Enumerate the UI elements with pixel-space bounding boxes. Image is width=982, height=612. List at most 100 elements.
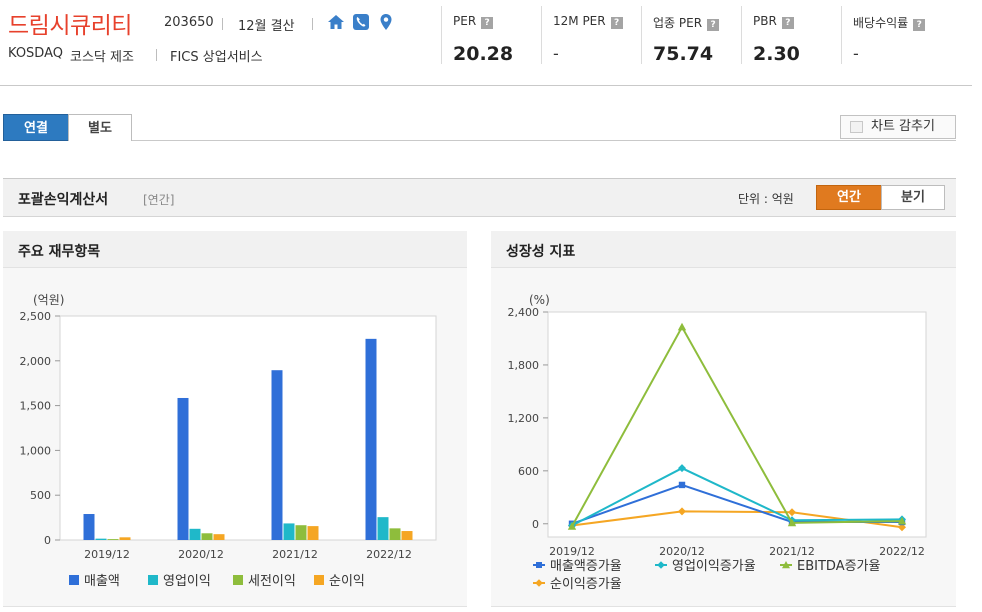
- metric-label: 업종 PER: [653, 16, 703, 30]
- series-line: [571, 467, 903, 527]
- y-tick-label: 500: [30, 489, 51, 502]
- x-tick-label: 2022/12: [366, 548, 412, 561]
- data-point: [788, 508, 796, 517]
- bar-chart: (억원) 0 500 1,000 1,500 2,000 2,500 2019/12 2020/…: [20, 293, 437, 589]
- y-tick-label: 2,500: [20, 310, 52, 323]
- legend-label: 세전이익: [248, 574, 296, 589]
- legend-swatch: [148, 575, 158, 585]
- location-pin-icon[interactable]: [377, 13, 395, 31]
- y-tick-label: 1,200: [508, 412, 540, 425]
- metric-industry-per: 업종 PER? 75.74: [641, 0, 741, 72]
- bar: [83, 514, 95, 540]
- divider: [312, 18, 313, 30]
- legend-swatch: [233, 575, 243, 585]
- company-name: 드림시큐리티: [8, 13, 132, 39]
- divider: [222, 18, 223, 30]
- bar: [201, 533, 213, 540]
- help-icon[interactable]: ?: [610, 17, 623, 29]
- divider: [441, 6, 442, 64]
- divider: [641, 6, 642, 64]
- bar: [389, 528, 401, 540]
- metric-12m-per: 12M PER? -: [541, 0, 641, 72]
- data-point: [567, 522, 577, 530]
- series-line: [571, 324, 903, 527]
- divider: [741, 6, 742, 64]
- data-point: [898, 523, 906, 532]
- metric-value: 2.30: [753, 43, 800, 65]
- y-tick-label: 1,500: [20, 400, 52, 413]
- bar: [283, 523, 295, 540]
- y-axis-unit: (%): [529, 293, 550, 307]
- legend-swatch: [69, 575, 79, 585]
- y-tick-label: 0: [532, 518, 539, 531]
- metric-label: PER: [453, 14, 477, 28]
- x-tick-label: 2020/12: [178, 548, 224, 561]
- legend-label: 매출액증가율: [550, 559, 622, 574]
- x-tick-label: 2021/12: [769, 545, 815, 558]
- legend-label: 매출액: [84, 574, 120, 589]
- metric-pbr: PBR? 2.30: [741, 0, 841, 72]
- x-tick-label: 2019/12: [84, 548, 130, 561]
- help-icon[interactable]: ?: [707, 19, 720, 31]
- y-tick-label: 1,000: [20, 444, 52, 457]
- market-sector: 코스닥 제조: [70, 50, 134, 65]
- y-axis-unit: (억원): [33, 293, 64, 307]
- help-icon[interactable]: ?: [913, 19, 926, 31]
- bar: [365, 338, 377, 540]
- panel-header: 성장성 지표: [491, 231, 956, 268]
- legend-label: 순이익: [329, 574, 365, 589]
- data-point: [787, 518, 797, 527]
- x-tick-label: 2019/12: [549, 545, 595, 558]
- bar: [119, 537, 131, 540]
- y-tick-label: 2,000: [20, 355, 52, 368]
- legend-swatch: [314, 575, 324, 585]
- y-tick-label: 2,400: [508, 306, 540, 319]
- data-point: [678, 464, 686, 473]
- legend-marker: [536, 562, 542, 568]
- bar: [107, 539, 119, 540]
- line-chart: (%) 0 600 1,200 1,800 2,400 2019/12 2020/12 2021…: [508, 293, 927, 592]
- home-icon[interactable]: [327, 13, 345, 31]
- section-title: 포괄손익계산서: [18, 192, 109, 208]
- hide-chart-label: 차트 감추기: [871, 119, 935, 134]
- panel-header: 주요 재무항목: [3, 231, 467, 268]
- legend-label: 영업이익증가율: [672, 559, 756, 574]
- y-tick-label: 0: [44, 534, 51, 547]
- legend-label: EBITDA증가율: [797, 559, 881, 574]
- tabs-baseline: [3, 140, 956, 141]
- x-tick-label: 2022/12: [879, 545, 925, 558]
- tab-consolidated[interactable]: 연결: [3, 114, 69, 141]
- hide-chart-button[interactable]: 차트 감추기: [840, 115, 956, 139]
- panel-body: (억원) 0 500 1,000 1,500 2,000 2,500 2019/12 2020/…: [3, 268, 467, 607]
- legend-label: 영업이익: [163, 574, 211, 589]
- metric-value: -: [553, 44, 559, 63]
- legend-marker: [782, 561, 790, 569]
- help-icon[interactable]: ?: [481, 17, 494, 29]
- data-point: [897, 516, 907, 525]
- bar: [307, 526, 319, 540]
- quarterly-toggle[interactable]: 분기: [881, 185, 945, 210]
- stock-code: 203650: [164, 15, 214, 30]
- metric-value: -: [853, 44, 859, 63]
- metric-label: 12M PER: [553, 14, 606, 28]
- help-icon[interactable]: ?: [781, 17, 794, 29]
- divider: [841, 6, 842, 64]
- unit-label: 단위 : 억원: [738, 192, 794, 206]
- metric-label: 배당수익률: [853, 16, 909, 30]
- annual-toggle[interactable]: 연간: [816, 185, 882, 210]
- fics-sector: FICS 상업서비스: [170, 50, 263, 65]
- metric-per: PER? 20.28: [441, 0, 541, 72]
- phone-icon[interactable]: [352, 13, 370, 31]
- legend-label: 순이익증가율: [550, 577, 622, 592]
- metric-value: 20.28: [453, 43, 514, 65]
- section-period: [연간]: [143, 193, 175, 207]
- panel-title: 성장성 지표: [506, 244, 576, 260]
- financials-panel: 주요 재무항목 (억원) 0 500 1,000 1,500 2,000 2,500 2019…: [3, 231, 467, 607]
- section-bar: 포괄손익계산서 [연간] 단위 : 억원 연간 분기: [3, 178, 956, 217]
- panel-body: (%) 0 600 1,200 1,800 2,400 2019/12 2020/12 2021…: [491, 268, 956, 607]
- bar: [271, 370, 283, 540]
- bar: [213, 534, 225, 540]
- legend-marker: [535, 579, 543, 587]
- tab-separate[interactable]: 별도: [68, 114, 132, 141]
- legend-marker: [657, 561, 665, 569]
